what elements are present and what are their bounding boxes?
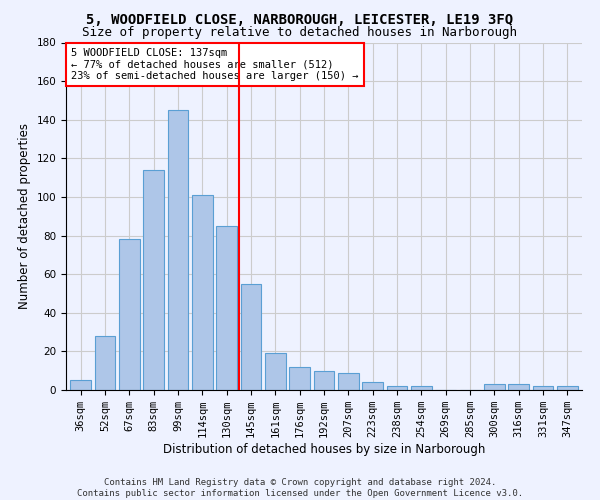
Bar — [265, 354, 286, 390]
Bar — [192, 195, 212, 390]
Text: 5 WOODFIELD CLOSE: 137sqm
← 77% of detached houses are smaller (512)
23% of semi: 5 WOODFIELD CLOSE: 137sqm ← 77% of detac… — [71, 48, 359, 81]
Bar — [289, 367, 310, 390]
Bar — [362, 382, 383, 390]
Bar — [533, 386, 553, 390]
Bar — [508, 384, 529, 390]
Text: Size of property relative to detached houses in Narborough: Size of property relative to detached ho… — [83, 26, 517, 39]
Bar — [95, 336, 115, 390]
Bar — [338, 372, 359, 390]
Bar — [143, 170, 164, 390]
Bar — [314, 370, 334, 390]
Text: Contains HM Land Registry data © Crown copyright and database right 2024.
Contai: Contains HM Land Registry data © Crown c… — [77, 478, 523, 498]
Y-axis label: Number of detached properties: Number of detached properties — [18, 123, 31, 309]
Bar — [167, 110, 188, 390]
Bar — [216, 226, 237, 390]
Bar — [241, 284, 262, 390]
X-axis label: Distribution of detached houses by size in Narborough: Distribution of detached houses by size … — [163, 443, 485, 456]
Bar — [119, 240, 140, 390]
Bar — [411, 386, 432, 390]
Bar — [386, 386, 407, 390]
Bar — [484, 384, 505, 390]
Bar — [557, 386, 578, 390]
Text: 5, WOODFIELD CLOSE, NARBOROUGH, LEICESTER, LE19 3FQ: 5, WOODFIELD CLOSE, NARBOROUGH, LEICESTE… — [86, 12, 514, 26]
Bar — [70, 380, 91, 390]
